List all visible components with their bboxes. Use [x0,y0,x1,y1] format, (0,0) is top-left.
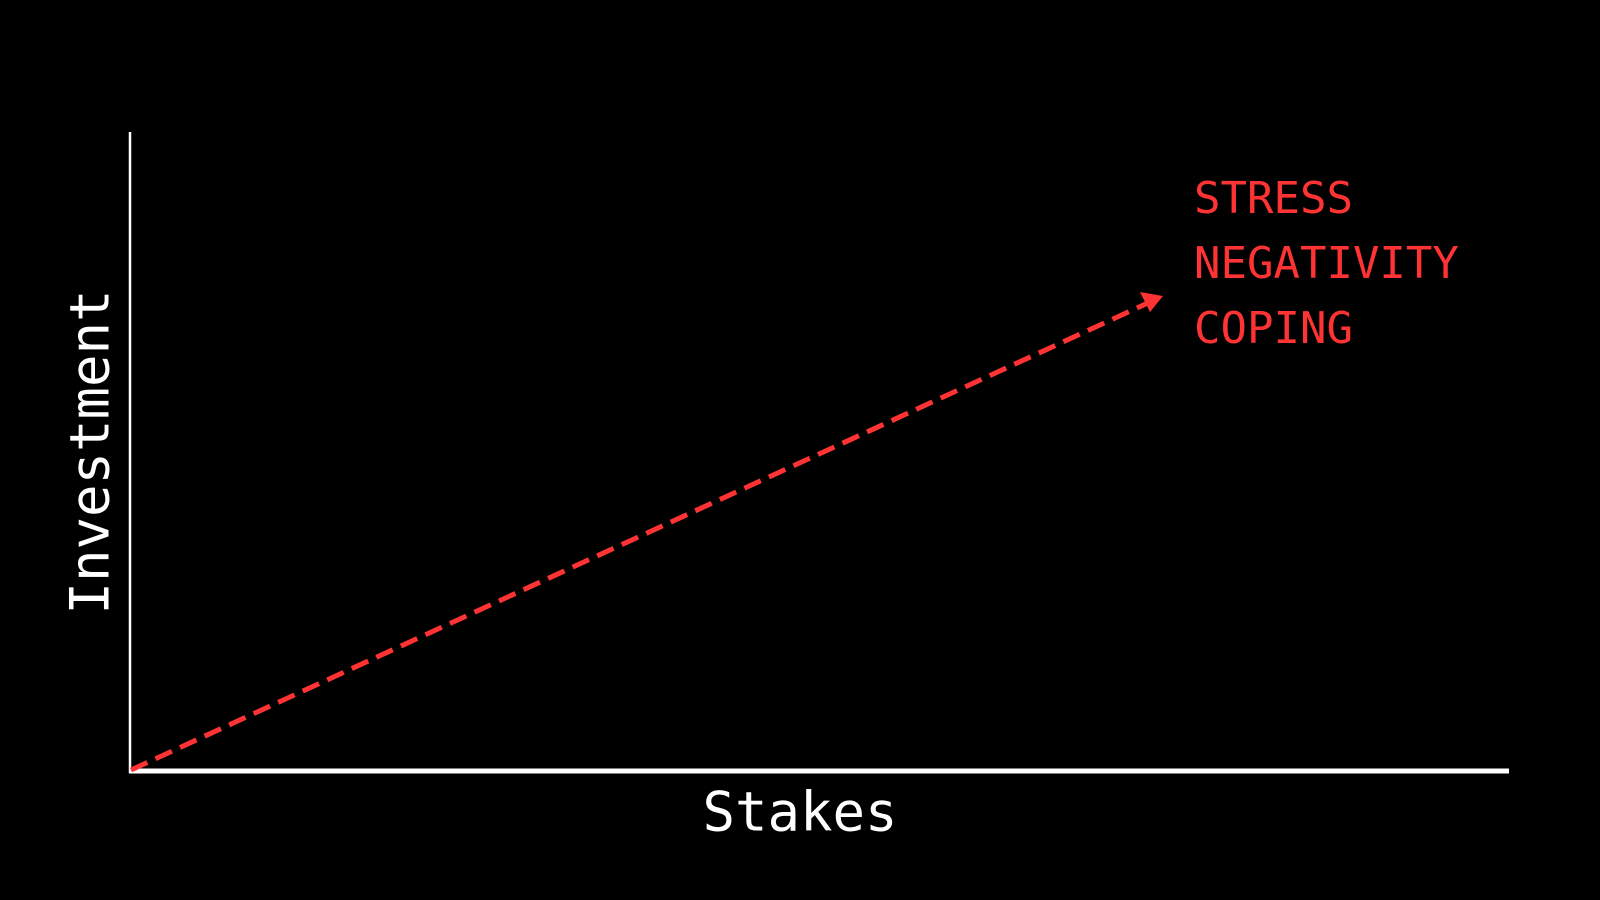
annotation-negativity: NEGATIVITY [1194,238,1459,289]
arrow-head-icon [1140,292,1163,312]
y-axis-label: Investment [58,289,122,615]
annotation-coping: COPING [1194,303,1353,354]
annotation-list: STRESS NEGATIVITY COPING [1194,166,1459,361]
dashed-trend-arrow [129,299,1152,773]
x-axis-label: Stakes [702,780,898,844]
annotation-stress: STRESS [1194,173,1353,224]
